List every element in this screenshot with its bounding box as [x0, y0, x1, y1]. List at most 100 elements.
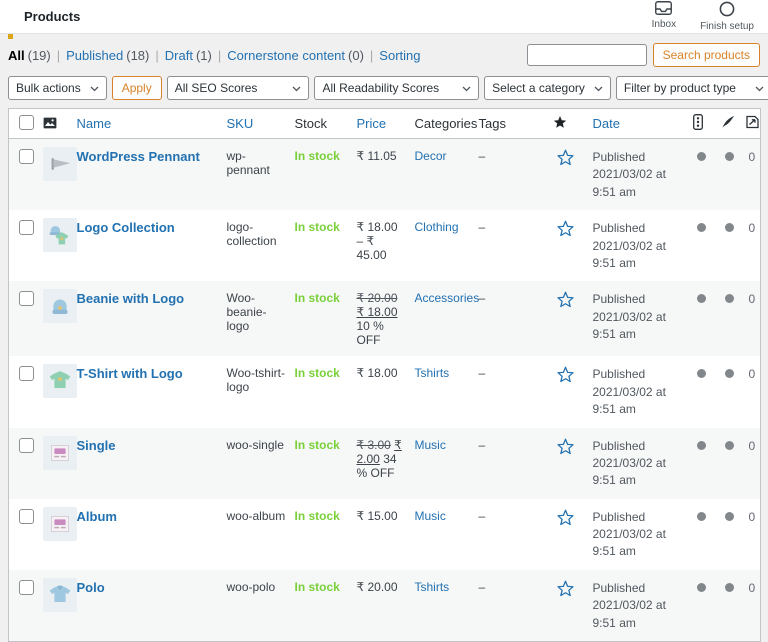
row-checkbox[interactable] — [19, 220, 34, 236]
readability-score-dot — [724, 152, 734, 161]
product-name-link[interactable]: Single — [76, 437, 116, 453]
row-checkbox[interactable] — [19, 291, 34, 307]
category-link[interactable]: Music — [414, 437, 446, 452]
sort-by-name[interactable]: Name — [76, 116, 112, 131]
seo-score-dot — [696, 223, 706, 233]
row-checkbox[interactable] — [19, 366, 34, 382]
price-value: ₹ 3.00 ₹ 2.00 34 % OFF — [356, 437, 402, 480]
seo-score-dot — [696, 369, 706, 379]
inbox-button[interactable]: Inbox — [652, 1, 676, 32]
publish-status: Published — [592, 292, 646, 307]
category-link[interactable]: Tshirts — [414, 366, 450, 381]
view-link-cornerstone-content[interactable]: Cornerstone content(0) — [227, 47, 364, 63]
sort-by-price[interactable]: Price — [356, 116, 387, 131]
view-link-draft[interactable]: Draft(1) — [164, 47, 212, 63]
publish-date: 2021/03/02 at 9:51 am — [592, 167, 666, 199]
sort-by-date[interactable]: Date — [592, 116, 620, 131]
feature-toggle-star[interactable] — [556, 291, 574, 311]
publish-status: Published — [592, 580, 646, 595]
price-value: ₹ 20.00 ₹ 18.00 10 % OFF — [356, 291, 398, 348]
stock-status: In stock — [294, 579, 340, 594]
category-select[interactable]: Select a category — [484, 76, 611, 100]
feature-toggle-star[interactable] — [556, 149, 574, 169]
publish-date: 2021/03/02 at 9:51 am — [592, 598, 666, 630]
search-products-button[interactable]: Search products — [652, 43, 760, 67]
category-link[interactable]: Music — [414, 508, 446, 523]
feature-toggle-star[interactable] — [556, 438, 574, 458]
view-link-sorting[interactable]: Sorting — [379, 47, 421, 63]
readability-score-icon — [721, 115, 735, 132]
row-checkbox[interactable] — [19, 579, 34, 595]
publish-status: Published — [592, 150, 646, 164]
bulk-actions-select[interactable]: Bulk actions — [8, 76, 107, 100]
feature-toggle-star[interactable] — [556, 366, 574, 386]
table-row: Album woo-album In stock ₹ 15.00 Music –… — [9, 499, 761, 570]
search-input[interactable] — [526, 44, 647, 66]
stock-status: In stock — [294, 366, 340, 381]
product-name-link[interactable]: Polo — [76, 579, 105, 595]
view-link-all[interactable]: All (19) — [8, 47, 51, 63]
search-area: Search products — [526, 43, 760, 67]
feature-toggle-star[interactable] — [556, 509, 574, 529]
category-link[interactable]: Clothing — [414, 220, 459, 235]
readability-score-dot — [724, 223, 734, 233]
publish-date: 2021/03/02 at 9:51 am — [592, 309, 666, 342]
feature-toggle-star[interactable] — [556, 580, 574, 600]
publish-date: 2021/03/02 at 9:51 am — [592, 527, 666, 559]
product-name-link[interactable]: WordPress Pennant — [76, 149, 200, 164]
price-value: ₹ 20.00 — [356, 579, 398, 594]
row-checkbox[interactable] — [19, 149, 34, 164]
inbox-icon — [655, 1, 673, 18]
product-type-select[interactable]: Filter by product type — [615, 76, 768, 100]
chevron-down-icon — [594, 81, 603, 95]
sort-by-sku[interactable]: SKU — [226, 116, 254, 131]
row-checkbox[interactable] — [19, 437, 34, 453]
finish-setup-label: Finish setup — [700, 21, 754, 32]
feature-toggle-star[interactable] — [556, 220, 574, 240]
view-link-published[interactable]: Published(18) — [66, 47, 150, 63]
product-type-label: Filter by product type — [623, 81, 736, 95]
table-row: Beanie with Logo Woo-beanie-logo In stoc… — [8, 281, 761, 357]
view-filter-list: All(19) Published(18) Draft(1) Cornerstone … — [8, 48, 421, 63]
seo-score-dot — [696, 152, 706, 161]
publish-date: 2021/03/02 at 9:51 am — [592, 455, 666, 488]
stock-column-header: Stock — [294, 116, 328, 131]
seo-scores-select[interactable]: All SEO Scores — [166, 76, 310, 100]
stock-status: In stock — [294, 437, 340, 452]
category-link[interactable]: Accessories — [414, 291, 480, 306]
admin-topbar: Products Inbox Finish setup — [0, 0, 768, 34]
product-name-link[interactable]: Logo Collection — [76, 220, 175, 236]
table-header-row: Name SKU Stock Price Categories Tags Dat… — [8, 108, 761, 139]
category-link[interactable]: Tshirts — [414, 579, 450, 594]
links-count: 0 — [748, 221, 756, 236]
stock-status: In stock — [294, 149, 340, 163]
publish-status: Published — [592, 367, 646, 382]
readability-scores-label: All Readability Scores — [322, 81, 440, 95]
links-count: 0 — [748, 509, 756, 524]
chevron-down-icon — [90, 81, 99, 95]
product-name-link[interactable]: Album — [76, 508, 117, 524]
finish-setup-button[interactable]: Finish setup — [700, 1, 754, 32]
category-select-label: Select a category — [492, 81, 585, 95]
product-thumbnail — [42, 435, 77, 470]
row-checkbox[interactable] — [19, 508, 34, 524]
setup-progress-circle-icon — [719, 1, 735, 20]
activity-panel: Inbox Finish setup — [652, 1, 754, 32]
product-name-link[interactable]: T-Shirt with Logo — [76, 366, 183, 382]
product-name-link[interactable]: Beanie with Logo — [76, 291, 185, 307]
tags-value: – — [478, 291, 486, 306]
select-all-checkbox[interactable] — [19, 114, 34, 130]
seo-score-dot — [696, 511, 706, 521]
tags-value: – — [478, 149, 486, 163]
tags-value: – — [478, 220, 486, 235]
view-count: (18) — [126, 47, 150, 63]
chevron-down-icon — [462, 81, 471, 95]
readability-scores-select[interactable]: All Readability Scores — [314, 76, 480, 100]
view-count: (0) — [348, 47, 364, 63]
apply-button[interactable]: Apply — [111, 76, 162, 100]
stock-status: In stock — [294, 508, 340, 523]
readability-score-dot — [724, 440, 734, 450]
category-link[interactable]: Decor — [414, 149, 447, 163]
table-row: Polo woo-polo In stock ₹ 20.00 Tshirts –… — [8, 569, 761, 642]
sku-value: Woo-beanie-logo — [226, 291, 267, 334]
